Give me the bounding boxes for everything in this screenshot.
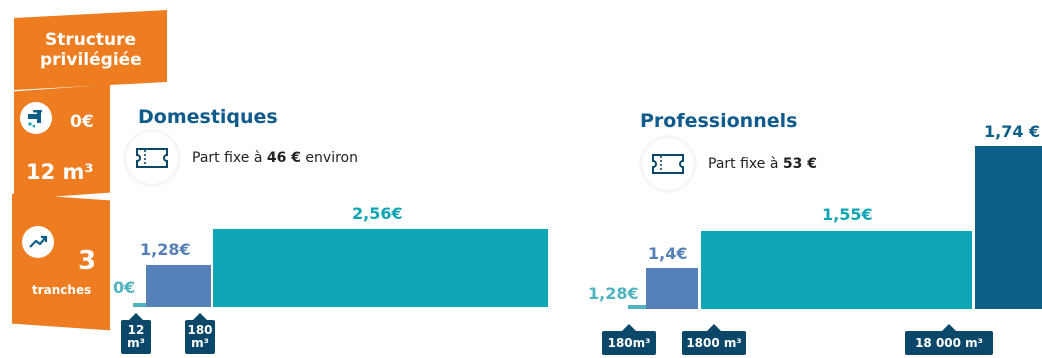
- dom-tier1-price: 0€: [113, 278, 136, 297]
- dom-threshold-12-value: 12: [127, 323, 145, 337]
- pro-tier3-price: 1,55€: [822, 205, 873, 224]
- pro-threshold-18000: 18 000 m³: [905, 324, 993, 355]
- domestiques-title: Domestiques: [138, 106, 278, 128]
- free-price: 0€: [70, 112, 94, 132]
- professionnels-title: Professionnels: [640, 110, 798, 132]
- pro-tier2-bar: [646, 268, 698, 309]
- dom-tier3-bar: [213, 229, 548, 307]
- pro-threshold-1800: 1800 m³: [682, 324, 746, 355]
- ticket-icon: [642, 138, 694, 190]
- free-volume: 12 m³: [26, 160, 94, 184]
- dom-threshold-12-unit: m³: [127, 336, 145, 350]
- professionnels-fixed-part: Part fixe à 53 €: [642, 138, 817, 190]
- tranches-label: tranches: [32, 283, 92, 297]
- dom-threshold-180-unit: m³: [191, 336, 209, 350]
- structure-title: Structure privilégiée: [14, 9, 167, 91]
- pro-tier4-price: 1,74 €: [984, 122, 1041, 141]
- pro-tier2-price: 1,4€: [648, 244, 688, 263]
- structure-sidebar: Structure privilégiée 0€ 12 m³ 3 tranche…: [0, 0, 167, 358]
- trend-up-icon: [22, 226, 54, 258]
- pro-threshold-180: 180m³: [602, 324, 656, 355]
- dom-threshold-180-value: 180: [187, 323, 213, 337]
- pro-tier1-bar: [628, 305, 646, 309]
- structure-title-line2: privilégiée: [39, 50, 142, 71]
- dom-tier2-bar: [146, 265, 211, 307]
- domestiques-fixed-amount: 46 €: [266, 150, 301, 166]
- domestiques-fixed-suffix: environ: [300, 150, 358, 166]
- pro-tier4-bar: [975, 146, 1042, 309]
- dom-tier3-price: 2,56€: [352, 204, 403, 223]
- domestiques-fixed-part: Part fixe à 46 € environ: [126, 132, 358, 184]
- dom-tier1-bar: [133, 303, 146, 307]
- structure-title-line1: Structure: [44, 30, 137, 51]
- pro-tier1-price: 1,28€: [588, 284, 639, 303]
- domestiques-fixed-prefix: Part fixe à: [192, 150, 267, 166]
- water-tap-icon: [20, 102, 52, 134]
- professionnels-fixed-text: Part fixe à 53 €: [708, 156, 817, 172]
- tranches-count: 3: [78, 246, 97, 276]
- pro-tier3-bar: [701, 231, 972, 309]
- domestiques-fixed-text: Part fixe à 46 € environ: [192, 150, 358, 166]
- ticket-icon: [126, 132, 178, 184]
- dom-tier2-price: 1,28€: [140, 240, 191, 259]
- professionnels-fixed-amount: 53 €: [782, 156, 817, 172]
- dom-threshold-12: 12 m³: [121, 313, 151, 354]
- professionnels-fixed-prefix: Part fixe à: [708, 156, 783, 172]
- dom-threshold-180: 180 m³: [185, 313, 215, 354]
